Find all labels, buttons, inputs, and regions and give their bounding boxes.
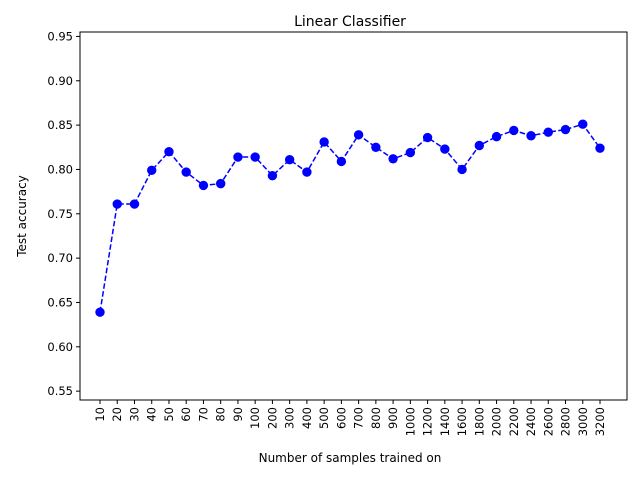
x-tick-label: 10 [93,407,107,422]
x-tick-label: 600 [334,407,348,429]
x-tick-label: 1600 [455,407,469,436]
x-tick-label: 80 [214,407,228,422]
data-point [112,199,122,209]
x-axis-label: Number of samples trained on [259,451,442,465]
x-tick-label: 2200 [507,407,521,436]
data-point [336,156,347,167]
data-point [560,124,571,135]
x-tick-label: 2800 [559,407,573,436]
data-point [388,154,398,164]
y-tick-label: 0.80 [47,162,73,176]
data-point [147,165,157,176]
x-tick-label: 400 [300,407,314,429]
data-point [302,167,312,177]
x-tick-label: 3000 [576,407,590,436]
x-tick-label: 700 [352,407,366,429]
x-tick-label: 300 [283,407,297,429]
data-point [405,147,416,158]
x-tick-label: 200 [265,407,279,429]
x-tick-label: 800 [369,407,383,429]
data-point [422,132,433,143]
x-tick-label: 50 [162,407,176,422]
x-axis: 10 20 30 40 50 60 70 80 90 100 200 300 400 500 600 700 8… [93,400,607,436]
data-point [267,170,278,181]
x-tick-label: 2600 [541,407,555,436]
x-tick-label: 40 [145,407,159,422]
data-point [353,130,364,140]
data-point [526,131,536,141]
x-tick-label: 90 [231,407,245,422]
y-tick-label: 0.55 [47,384,73,398]
data-point [474,140,485,151]
data-point [198,180,209,191]
data-point [509,125,519,136]
x-tick-label: 70 [196,407,210,422]
data-point [250,152,260,162]
y-tick-label: 0.60 [47,340,73,354]
x-tick-label: 500 [317,407,331,429]
data-point [491,131,502,142]
data-point [181,167,191,177]
data-point [457,164,467,175]
data-point [215,178,226,189]
x-tick-label: 2400 [524,407,538,436]
y-tick-label: 0.65 [47,295,73,309]
x-tick-label: 60 [179,407,193,422]
data-point [284,154,295,165]
x-tick-label: 2000 [490,407,504,436]
x-tick-label: 1000 [403,407,417,436]
data-point [95,307,105,317]
x-tick-label: 20 [110,407,124,422]
series-layer [95,119,605,317]
data-point [578,119,588,129]
y-tick-label: 0.85 [47,118,73,132]
data-point [319,137,329,147]
chart-title: Linear Classifier [294,14,406,30]
y-axis: 0.55 0.60 0.65 0.70 0.75 0.80 0.85 0.90 0.95 [47,29,80,398]
y-tick-label: 0.95 [47,29,73,43]
y-axis-label: Test accuracy [15,175,29,258]
x-tick-label: 1800 [472,407,486,436]
y-tick-label: 0.90 [47,74,73,88]
data-point [595,143,605,153]
y-tick-label: 0.75 [47,207,73,221]
data-point [371,142,381,152]
x-tick-label: 900 [386,407,400,429]
plot-frame [79,31,628,401]
x-tick-label: 3200 [593,407,607,436]
x-tick-label: 1400 [438,407,452,436]
data-point [440,144,450,154]
data-point [164,147,174,157]
x-tick-label: 100 [248,407,262,429]
data-point [233,152,243,162]
data-point [543,127,553,137]
x-tick-label: 1200 [421,407,435,436]
y-tick-label: 0.70 [47,251,73,265]
x-tick-label: 30 [127,407,141,422]
data-point [129,199,140,209]
